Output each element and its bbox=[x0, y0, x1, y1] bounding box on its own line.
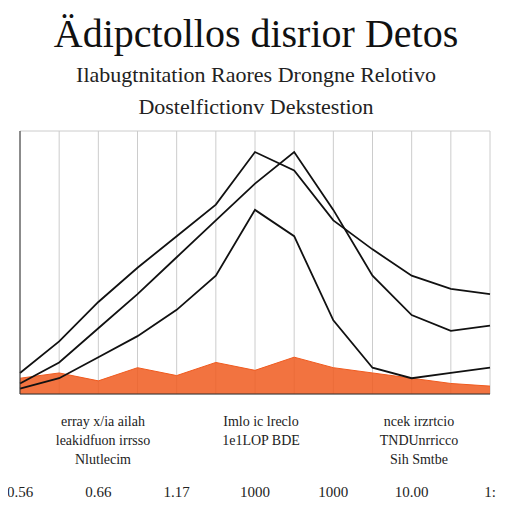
svg-text:1000: 1000 bbox=[240, 484, 270, 500]
html-text:Dostelfictionv Dekstestion: Dostelfictionv Dekstestion bbox=[138, 94, 374, 119]
svg-text:1:: 1: bbox=[484, 484, 496, 500]
svg-text:1000: 1000 bbox=[318, 484, 348, 500]
svg-text:10.00: 10.00 bbox=[395, 484, 429, 500]
html-text:ncek irzrtcio: ncek irzrtcio bbox=[383, 414, 455, 429]
svg-text:1.17: 1.17 bbox=[164, 484, 191, 500]
svg-text:0.66: 0.66 bbox=[85, 484, 112, 500]
html-text:erray x/ia ailah: erray x/ia ailah bbox=[61, 414, 145, 429]
html-text:leakidfuon irrsso: leakidfuon irrsso bbox=[55, 433, 151, 448]
svg-text:0.56: 0.56 bbox=[8, 484, 34, 500]
html-text:Nlutlecim: Nlutlecim bbox=[75, 452, 131, 467]
html-text:TNDUnrricco: TNDUnrricco bbox=[379, 433, 459, 448]
html-text:Sih Smtbe: Sih Smtbe bbox=[390, 452, 448, 467]
html-text:Ädipctollos disrior Detos: Ädipctollos disrior Detos bbox=[53, 11, 459, 56]
html-text:1e1LOP BDE: 1e1LOP BDE bbox=[222, 433, 300, 448]
html-text:Ilabugtnitation Raores Drongne: Ilabugtnitation Raores Drongne Relotivo bbox=[76, 62, 436, 87]
html-text:Imlo ic lreclo: Imlo ic lreclo bbox=[223, 414, 299, 429]
